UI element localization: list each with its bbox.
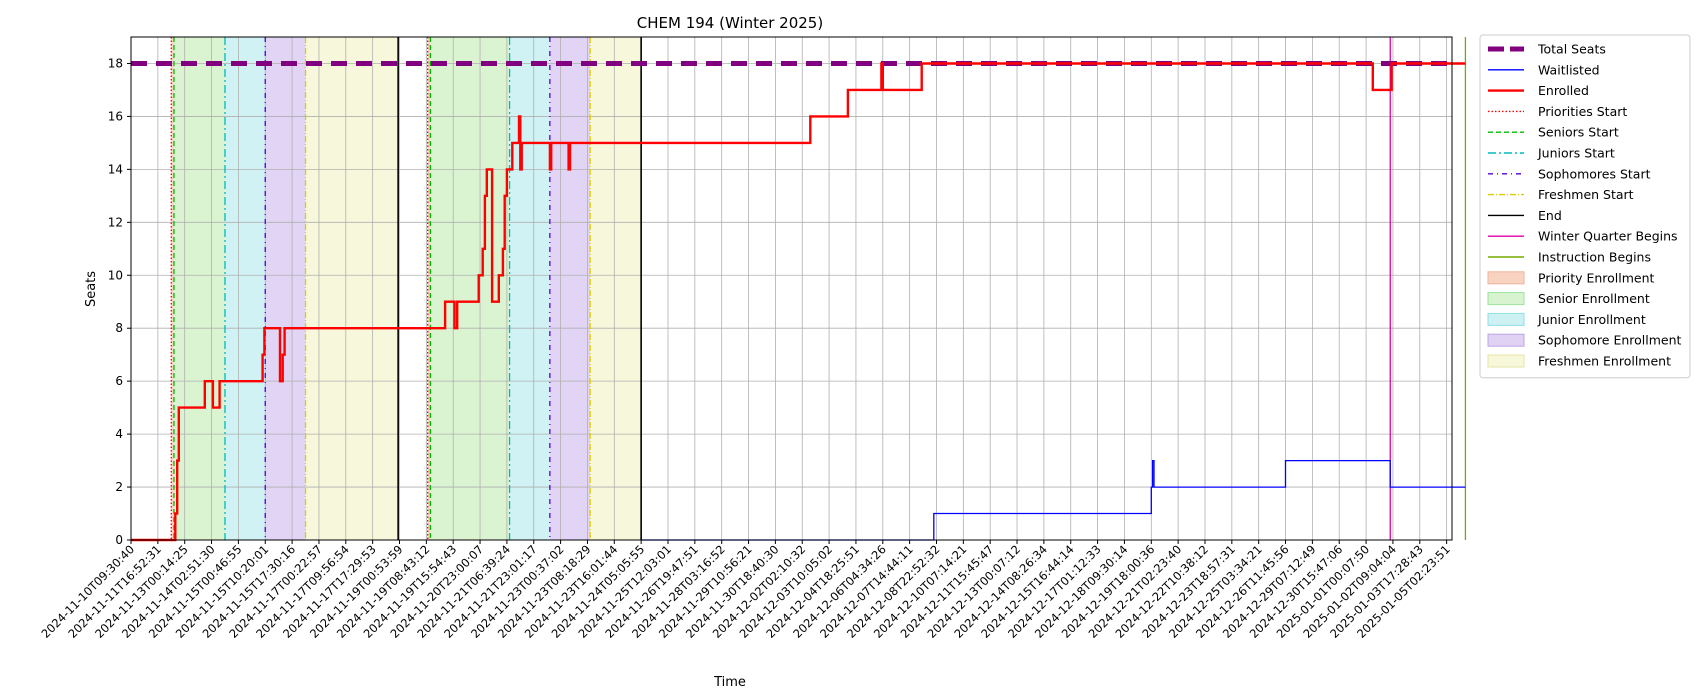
legend: Total Seats Waitlisted Enrolled Priorities … bbox=[1479, 34, 1691, 379]
legend-label-1: Waitlisted bbox=[1538, 62, 1600, 77]
legend-label-3: Priorities Start bbox=[1538, 104, 1627, 119]
legend-label-14: Sophomore Enrollment bbox=[1538, 333, 1682, 348]
phase-band-9 bbox=[590, 37, 642, 540]
y-tick-label-0: 0 bbox=[115, 533, 123, 547]
y-tick-label-1: 2 bbox=[115, 480, 123, 494]
legend-label-15: Freshmen Enrollment bbox=[1538, 354, 1671, 369]
y-tick-label-2: 4 bbox=[115, 427, 123, 441]
y-tick-label-3: 6 bbox=[115, 374, 123, 388]
y-tick-label-6: 12 bbox=[108, 215, 123, 229]
legend-label-5: Juniors Start bbox=[1537, 146, 1615, 161]
legend-label-0: Total Seats bbox=[1537, 42, 1606, 57]
y-tick-label-7: 14 bbox=[108, 162, 123, 176]
legend-label-13: Junior Enrollment bbox=[1537, 312, 1646, 327]
enrollment-phase-bands bbox=[171, 37, 642, 540]
phase-band-8 bbox=[549, 37, 591, 540]
legend-label-2: Enrolled bbox=[1538, 83, 1589, 98]
x-axis-ticks: 2024-11-10T09:30:402024-11-11T16:52:3120… bbox=[38, 540, 1453, 641]
y-tick-label-8: 16 bbox=[108, 109, 123, 123]
series-enrolled bbox=[131, 62, 1466, 542]
legend-label-9: Winter Quarter Begins bbox=[1538, 229, 1678, 244]
legend-swatch-15 bbox=[1487, 354, 1525, 368]
y-axis-ticks: 0 2 4 6 8 10 12 14 16 18 bbox=[108, 56, 131, 547]
legend-label-4: Seniors Start bbox=[1538, 125, 1619, 140]
phase-band-6 bbox=[430, 37, 510, 540]
phase-band-7 bbox=[509, 37, 550, 540]
phase-band-3 bbox=[265, 37, 306, 540]
y-axis-label: Seats bbox=[84, 271, 99, 307]
legend-label-12: Senior Enrollment bbox=[1538, 291, 1650, 306]
phase-band-1 bbox=[173, 37, 225, 540]
chart-title: CHEM 194 (Winter 2025) bbox=[637, 14, 823, 32]
legend-label-8: End bbox=[1538, 208, 1562, 223]
legend-swatch-12 bbox=[1487, 292, 1525, 306]
plot-frame bbox=[130, 36, 1453, 541]
legend-swatch-14 bbox=[1487, 333, 1525, 347]
x-axis-label: Time bbox=[713, 675, 746, 690]
legend-swatch-11 bbox=[1487, 271, 1525, 285]
y-tick-label-4: 8 bbox=[115, 321, 123, 335]
phase-band-2 bbox=[224, 37, 266, 540]
legend-label-7: Freshmen Start bbox=[1538, 187, 1634, 202]
phase-band-5 bbox=[427, 37, 431, 540]
legend-label-11: Priority Enrollment bbox=[1538, 270, 1655, 285]
series-waitlisted bbox=[641, 459, 1466, 541]
data-series bbox=[131, 60, 1466, 542]
legend-label-6: Sophomores Start bbox=[1538, 166, 1651, 181]
y-tick-label-9: 18 bbox=[108, 56, 123, 70]
phase-band-4 bbox=[305, 37, 399, 540]
axes bbox=[130, 36, 1453, 541]
legend-box bbox=[1479, 34, 1691, 379]
legend-label-10: Instruction Begins bbox=[1538, 250, 1651, 265]
phase-band-0 bbox=[171, 37, 174, 540]
phase-marker-lines bbox=[170, 37, 1467, 540]
y-tick-label-5: 10 bbox=[108, 268, 123, 282]
legend-swatch-13 bbox=[1487, 312, 1525, 326]
